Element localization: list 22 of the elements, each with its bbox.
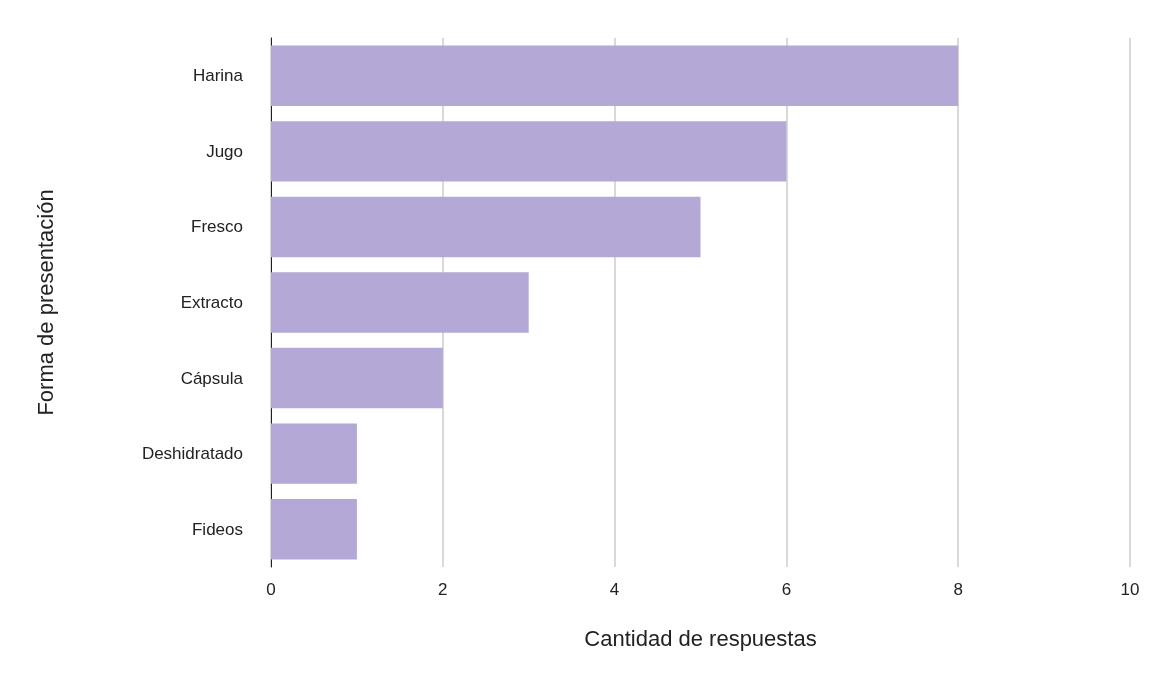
bar [271, 423, 357, 484]
bar [271, 272, 529, 333]
y-tick-label: Extracto [180, 293, 243, 312]
y-tick-label: Deshidratado [141, 444, 243, 464]
x-tick-label: 8 [953, 580, 963, 599]
y-axis-title: Forma de presentación [32, 189, 58, 416]
y-tick-label: Cápsula [180, 368, 244, 388]
x-axis-title: Cantidad de respuestas [584, 625, 817, 651]
x-tick-label: 2 [438, 580, 448, 599]
bar [271, 498, 357, 560]
x-tick-label: 4 [609, 580, 620, 599]
y-tick-label: Jugo [206, 141, 243, 161]
y-tick-label: Fideos [191, 519, 243, 539]
bar [271, 121, 787, 182]
y-tick-label: Fresco [191, 217, 243, 237]
x-tick-label: 10 [1120, 580, 1140, 599]
bar [271, 347, 443, 409]
x-tick-label: 0 [266, 580, 276, 599]
bar [271, 196, 701, 258]
bar [271, 45, 959, 107]
x-tick-label: 6 [781, 580, 792, 599]
y-tick-label: Harina [192, 66, 244, 86]
